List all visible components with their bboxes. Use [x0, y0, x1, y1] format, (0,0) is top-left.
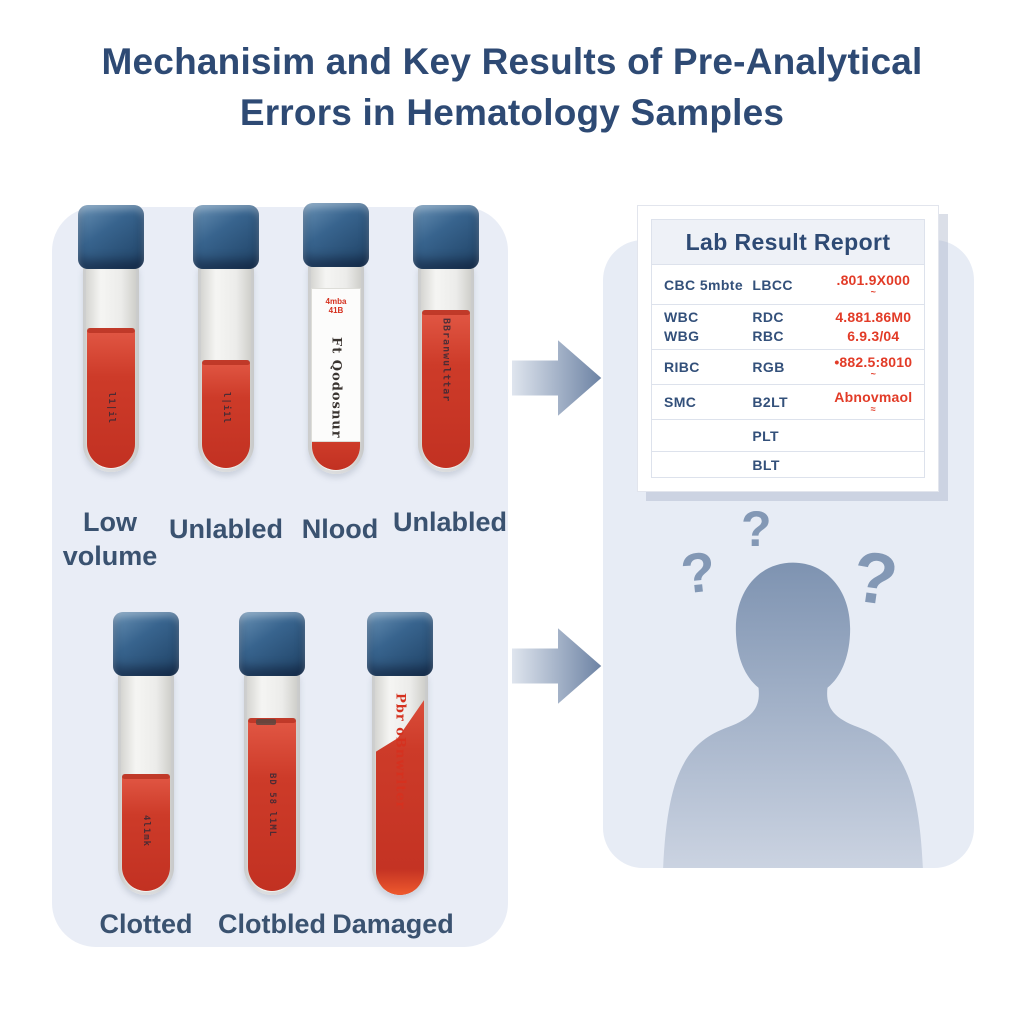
tube-cap	[239, 612, 305, 676]
report-cell: WBC WBG	[664, 308, 700, 344]
arrow-to-report-icon	[512, 340, 602, 416]
report-title: Lab Result Report	[652, 220, 924, 265]
tube-code-text: l|i1l	[221, 391, 231, 424]
report-cell: PLT	[752, 427, 779, 444]
tube-red-code-text: Pbr oBnwrlter	[392, 693, 408, 810]
sample-label-clotted: Clotted	[99, 909, 193, 939]
report-value: Abnovmaol ≈	[834, 389, 913, 415]
report-cell: B2LT	[752, 393, 788, 410]
report-cell: LBCC	[752, 276, 793, 293]
page-title: Mechanisim and Key Results of Pre-Analyt…	[0, 36, 1024, 138]
arrow-to-patient-icon	[512, 628, 602, 704]
title-line1: Mechanisim and Key Results of Pre-Analyt…	[101, 41, 923, 82]
tube-cap	[367, 612, 433, 676]
tube-damaged: Pbr oBnwrlter	[367, 612, 433, 895]
sample-label-damaged: Damaged	[332, 909, 454, 939]
tube-clotted: 4l1mk	[113, 612, 179, 895]
tube-body: BD 58 l1ML	[244, 671, 300, 895]
clot-streak	[256, 719, 276, 725]
label-vertical-text: Ft Qodosnur	[328, 337, 344, 439]
tube-low-volume: l1|il	[78, 205, 144, 472]
tube-cap	[113, 612, 179, 676]
blood-fill	[248, 718, 296, 891]
report-row: WBC WBG RDC RBC 4.881.86M0 6.9.3/04	[652, 304, 924, 348]
tube-cap	[78, 205, 144, 269]
tube-body: 4l1mk	[118, 671, 174, 895]
question-mark-icon: ?	[741, 501, 772, 557]
tube-code-text: BBranwulttar	[440, 317, 452, 402]
report-cell: RGB	[752, 358, 785, 375]
question-mark-icon: ?	[677, 539, 719, 606]
report-value: .801.9X000 ~	[836, 272, 911, 298]
tube-body: l|i1l	[198, 264, 254, 472]
tube-cap	[193, 205, 259, 269]
report-cell: BLT	[752, 456, 780, 473]
tube-body: BBranwulttar	[418, 264, 474, 472]
sample-label-unlabled-2: Unlabled	[392, 507, 507, 537]
tube-code-text: 4l1mk	[141, 814, 151, 847]
tube-body: l1|il	[83, 264, 139, 472]
tube-unlabled-2: BBranwulttar	[413, 205, 479, 472]
tube-body: 4mba 41B Ft Qodosnur	[308, 262, 364, 474]
label-red-tag: 4mba 41B	[325, 297, 347, 315]
report-cell: RIBC	[664, 358, 700, 375]
tube-paper-label: 4mba 41B Ft Qodosnur	[311, 288, 361, 442]
report-row: BLT	[652, 451, 924, 477]
tube-code-text: l1|il	[106, 391, 116, 424]
report-row: CBC 5mbte LBCC .801.9X000 ~	[652, 264, 924, 304]
report-value: •882.5:8010 ~	[834, 354, 913, 380]
title-line2: Errors in Hematology Samples	[239, 92, 785, 133]
report-row: PLT	[652, 418, 924, 452]
tube-unlabled-1: l|i1l	[193, 205, 259, 472]
tube-cap	[303, 203, 369, 267]
lab-result-report-card: Lab Result Report CBC 5mbte LBCC .801.9X…	[637, 205, 939, 492]
report-value: 4.881.86M0 6.9.3/04	[835, 308, 912, 344]
samples-panel: l1|il l|i1l 4mba 41B Ft Qodosnur	[52, 203, 508, 947]
sample-label-low-volume: Low volume	[62, 507, 158, 571]
report-cell: CBC 5mbte	[664, 276, 744, 293]
sample-label-clotbled: Clotbled	[218, 909, 326, 939]
blood-fill	[422, 309, 470, 468]
report-row: SMC B2LT Abnovmaol ≈	[652, 384, 924, 419]
report-cell: SMC	[664, 393, 697, 410]
blood-fill	[87, 328, 135, 468]
sample-label-unlabled-1: Unlabled	[168, 514, 283, 544]
blood-fill	[122, 774, 170, 891]
report-table: Lab Result Report CBC 5mbte LBCC .801.9X…	[651, 219, 925, 478]
tube-nlood: 4mba 41B Ft Qodosnur	[303, 203, 369, 474]
person-silhouette	[663, 562, 923, 868]
tube-clotbled: BD 58 l1ML	[239, 612, 305, 895]
tube-cap	[413, 205, 479, 269]
tube-body: Pbr oBnwrlter	[372, 671, 428, 895]
sample-label-nlood: Nlood	[301, 514, 379, 544]
tube-code-text: BD 58 l1ML	[267, 772, 277, 837]
report-row: RIBC RGB •882.5:8010 ~	[652, 348, 924, 385]
blood-fill	[202, 359, 250, 468]
report-cell: RDC RBC	[752, 308, 784, 344]
